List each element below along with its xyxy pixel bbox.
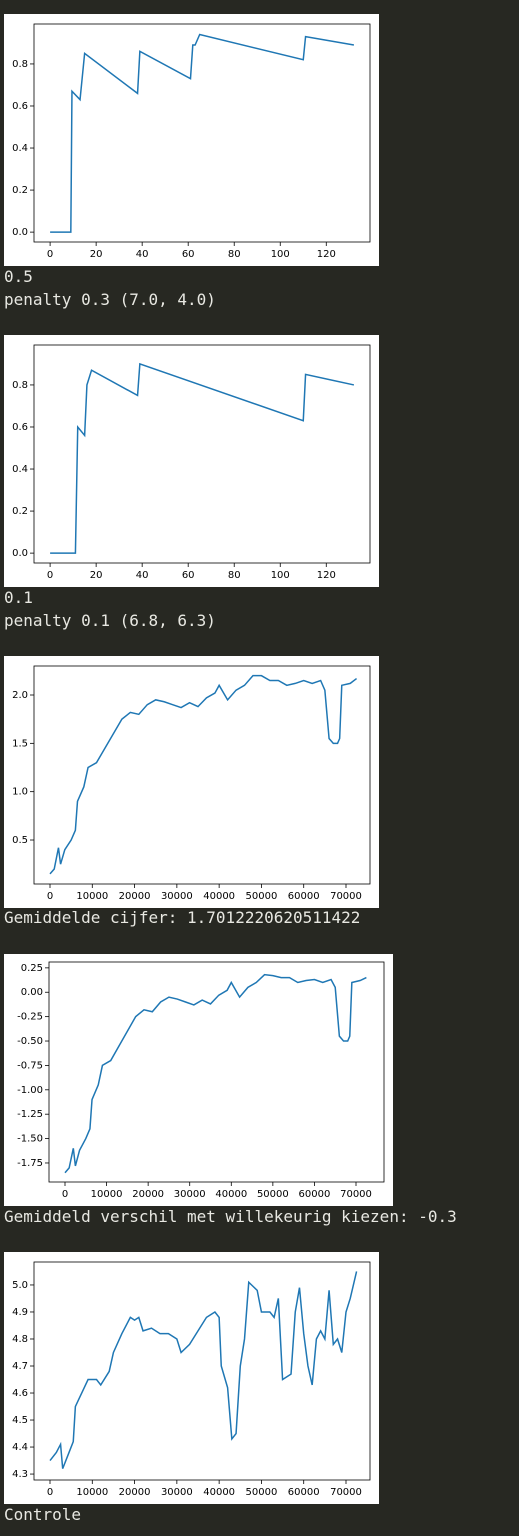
- y-tick-label: 0.25: [21, 963, 43, 974]
- y-tick-label: 4.4: [12, 1442, 28, 1453]
- x-tick-label: 30000: [161, 1487, 193, 1498]
- figure-background: [4, 14, 379, 266]
- figure-background: [4, 954, 393, 1206]
- figure-background: [4, 1252, 379, 1504]
- y-tick-label: 4.9: [12, 1307, 28, 1318]
- x-tick-label: 60000: [288, 891, 320, 902]
- axes-frame: [33, 23, 371, 243]
- x-tick-label: 120: [317, 249, 336, 260]
- output-text: penalty 0.1 (6.8, 6.3): [4, 611, 216, 630]
- x-tick-label: 30000: [161, 891, 193, 902]
- y-tick-label: 0.8: [12, 59, 28, 70]
- y-tick-label: 0.5: [12, 835, 28, 846]
- x-tick-label: 50000: [257, 1189, 289, 1200]
- y-tick-label: -1.50: [17, 1134, 43, 1145]
- x-tick-label: 50000: [246, 1487, 278, 1498]
- x-tick-label: 80: [228, 249, 241, 260]
- y-tick-label: 2.0: [12, 690, 28, 701]
- x-tick-label: 50000: [246, 891, 278, 902]
- y-tick-label: -1.25: [17, 1109, 43, 1120]
- axes-frame: [48, 961, 385, 1183]
- x-tick-label: 20: [90, 570, 103, 581]
- x-tick-label: 120: [317, 570, 336, 581]
- y-tick-label: 4.5: [12, 1415, 28, 1426]
- x-tick-label: 70000: [340, 1189, 372, 1200]
- x-tick-label: 60: [182, 249, 195, 260]
- y-tick-label: 4.7: [12, 1361, 28, 1372]
- data-line: [49, 674, 358, 875]
- x-tick-label: 0: [47, 891, 53, 902]
- x-tick-label: 0: [47, 249, 53, 260]
- x-tick-label: 40000: [203, 891, 235, 902]
- data-line: [64, 973, 367, 1174]
- y-tick-label: 0.4: [12, 143, 28, 154]
- y-tick-label: -0.25: [17, 1012, 43, 1023]
- y-tick-label: 0.4: [12, 464, 28, 475]
- x-tick-label: 100: [271, 570, 290, 581]
- x-tick-label: 10000: [76, 1487, 108, 1498]
- axes-frame: [33, 1261, 371, 1481]
- x-tick-label: 20: [90, 249, 103, 260]
- x-tick-label: 70000: [330, 891, 362, 902]
- y-tick-label: 4.3: [12, 1469, 28, 1480]
- y-tick-label: 1.0: [12, 787, 28, 798]
- figure-background: [4, 656, 379, 908]
- axes-frame: [33, 665, 371, 885]
- output-text: 0.1: [4, 588, 33, 607]
- x-tick-label: 60000: [288, 1487, 320, 1498]
- x-tick-label: 0: [47, 570, 53, 581]
- x-tick-label: 40: [136, 249, 149, 260]
- x-tick-label: 10000: [76, 891, 108, 902]
- x-tick-label: 40000: [215, 1189, 247, 1200]
- y-tick-label: 0.0: [12, 548, 28, 559]
- x-tick-label: 0: [47, 1487, 53, 1498]
- y-tick-label: 1.5: [12, 738, 28, 749]
- x-tick-label: 80: [228, 570, 241, 581]
- output-text: Gemiddelde cijfer: 1.7012220620511422: [4, 908, 361, 927]
- x-tick-label: 0: [62, 1189, 68, 1200]
- axes-frame: [33, 344, 371, 564]
- x-tick-label: 100: [271, 249, 290, 260]
- y-tick-label: 5.0: [12, 1280, 28, 1291]
- y-tick-label: -1.00: [17, 1085, 43, 1096]
- y-tick-label: 0.0: [12, 227, 28, 238]
- output-text: 0.5: [4, 267, 33, 286]
- x-tick-label: 60: [182, 570, 195, 581]
- x-tick-label: 40000: [203, 1487, 235, 1498]
- x-tick-label: 60000: [299, 1189, 331, 1200]
- output-text: Controle: [4, 1505, 82, 1524]
- data-line: [50, 362, 355, 554]
- y-tick-label: 4.8: [12, 1334, 28, 1345]
- output-text: penalty 0.3 (7.0, 4.0): [4, 290, 216, 309]
- x-tick-label: 70000: [330, 1487, 362, 1498]
- y-tick-label: 4.6: [12, 1388, 28, 1399]
- x-tick-label: 40: [136, 570, 149, 581]
- data-line: [49, 1271, 358, 1469]
- y-tick-label: -1.75: [17, 1158, 43, 1169]
- y-tick-label: 0.2: [12, 185, 28, 196]
- y-tick-label: -0.50: [17, 1036, 43, 1047]
- figure-background: [4, 335, 379, 587]
- x-tick-label: 20000: [132, 1189, 164, 1200]
- x-tick-label: 20000: [119, 891, 151, 902]
- y-tick-label: 0.8: [12, 380, 28, 391]
- x-tick-label: 10000: [91, 1189, 123, 1200]
- y-tick-label: 0.2: [12, 506, 28, 517]
- y-tick-label: 0.00: [21, 987, 43, 998]
- output-text: Gemiddeld verschil met willekeurig kieze…: [4, 1207, 457, 1226]
- x-tick-label: 20000: [119, 1487, 151, 1498]
- x-tick-label: 30000: [174, 1189, 206, 1200]
- y-tick-label: 0.6: [12, 101, 28, 112]
- data-line: [50, 33, 355, 233]
- y-tick-label: -0.75: [17, 1060, 43, 1071]
- y-tick-label: 0.6: [12, 422, 28, 433]
